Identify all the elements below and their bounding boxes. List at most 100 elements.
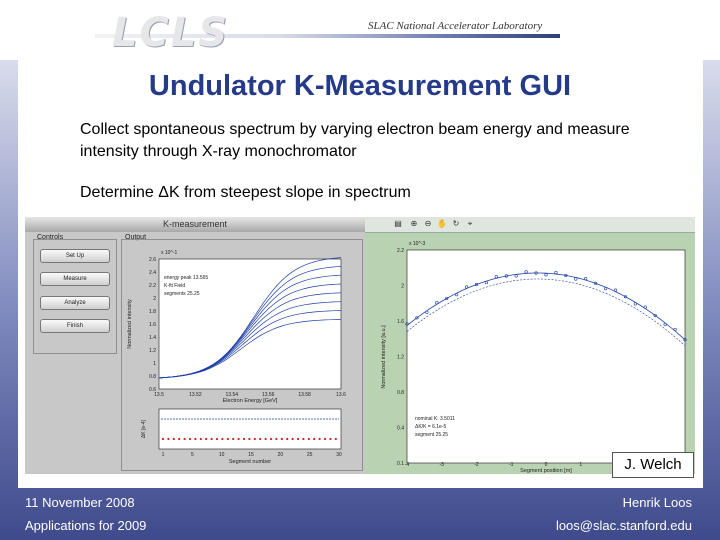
deltak-marker xyxy=(188,437,192,441)
fit-xlabel: Segment position [m] xyxy=(520,468,572,474)
deltak-marker xyxy=(280,437,283,441)
fit-xtick: -1 xyxy=(509,462,514,468)
deltak-xtick: 5 xyxy=(191,452,194,458)
zoom-out-icon[interactable]: ⊖ xyxy=(424,219,432,228)
analyze-button[interactable]: Analyze xyxy=(40,296,110,310)
footer-event: Applications for 2009 xyxy=(25,518,147,533)
deltak-marker xyxy=(221,437,224,441)
fit-xtick: -4 xyxy=(405,462,410,468)
spectrum-ytick: 2.4 xyxy=(149,270,156,276)
deltak-marker xyxy=(242,437,246,441)
logo-swoosh xyxy=(95,34,560,38)
window-title: K-measurement xyxy=(25,217,365,232)
measure-button[interactable]: Measure xyxy=(40,272,110,286)
fit-legend-1: ΔK/K = 6.1e-5 xyxy=(415,424,446,430)
spectrum-ytick: 0.6 xyxy=(149,387,156,393)
deltak-marker xyxy=(172,437,175,441)
deltak-marker xyxy=(194,437,197,441)
deltak-xlabel: Segment number xyxy=(229,459,271,465)
rotate-icon[interactable]: ↻ xyxy=(452,219,460,228)
deltak-marker xyxy=(237,437,240,441)
fit-data-point xyxy=(405,322,409,326)
fit-data-point xyxy=(544,273,548,277)
spectrum-ytick: 2.2 xyxy=(149,283,156,289)
deltak-marker xyxy=(296,437,300,441)
fit-data-point xyxy=(673,327,677,332)
fit-data-point xyxy=(603,287,608,291)
deltak-ylabel: ΔK [e-4] xyxy=(141,419,147,438)
footer-email: loos@slac.stanford.edu xyxy=(555,518,692,533)
print-icon[interactable]: ▤ xyxy=(394,219,402,228)
fit-data-point xyxy=(633,302,637,306)
deltak-marker xyxy=(248,437,251,441)
figure-toolbar: ▤ ⊕ ⊖ ✋ ↻ ⌖ xyxy=(365,217,695,233)
spectrum-legend-1: K-fit Field xyxy=(164,283,185,289)
deltak-marker xyxy=(199,437,202,441)
set-up-button[interactable]: Set Up xyxy=(40,249,110,263)
spectrum-xlabel: Electron Energy [GeV] xyxy=(223,398,278,404)
fit-data-point xyxy=(564,273,568,278)
fit-data-point xyxy=(613,288,618,292)
fit-data-point xyxy=(554,270,558,275)
fit-xtick: -2 xyxy=(474,462,479,468)
fit-ylabel: Normalized intensity [a.u.] xyxy=(381,325,387,389)
fit-ytick: 0.8 xyxy=(397,390,404,396)
fit-data-point xyxy=(663,322,667,327)
datacursor-icon[interactable]: ⌖ xyxy=(467,219,473,228)
spectrum-xtick: 13.58 xyxy=(298,392,311,398)
spectrum-ytick: 1.8 xyxy=(149,309,156,315)
fit-data-point xyxy=(584,276,588,281)
spectrum-ytick: 1.6 xyxy=(149,322,156,328)
fit-axes xyxy=(406,249,686,464)
fit-data-point xyxy=(683,338,687,342)
spectrum-plots: x 10^-1 0.60.811.21.41.61.822.22.42.6 13… xyxy=(127,250,346,465)
deltak-marker xyxy=(226,437,229,441)
spectrum-ytick: 1 xyxy=(153,361,156,367)
fit-legend-0: nominal K: 3.5011 xyxy=(415,416,455,422)
fit-xtick: 1 xyxy=(579,462,582,468)
spectrum-ytick: 0.8 xyxy=(149,374,156,380)
deltak-marker xyxy=(291,437,294,441)
deltak-marker xyxy=(264,437,267,441)
controls-label: Controls xyxy=(37,234,64,241)
fit-data-point xyxy=(425,310,429,314)
fit-data-point xyxy=(643,305,647,309)
spectrum-curve xyxy=(158,257,342,379)
deltak-marker xyxy=(253,437,256,441)
fit-curve-dashed xyxy=(406,278,686,346)
footer-author: Henrik Loos xyxy=(622,495,692,510)
spectrum-axes xyxy=(158,258,342,390)
deltak-marker xyxy=(205,437,208,441)
deltak-marker xyxy=(210,437,213,441)
fit-ytick: 0.1 xyxy=(397,461,404,467)
deltak-marker xyxy=(167,437,170,441)
deltak-xtick: 20 xyxy=(278,452,284,458)
spectrum-xtick: 13.6 xyxy=(336,392,346,398)
deltak-xtick: 1 xyxy=(162,452,165,458)
fit-data-point xyxy=(494,275,498,279)
zoom-in-icon[interactable]: ⊕ xyxy=(410,219,418,228)
spectrum-ylabel: Normalized intensity xyxy=(127,299,133,349)
deltak-xtick: 15 xyxy=(248,452,254,458)
deltak-marker xyxy=(232,437,235,441)
deltak-marker xyxy=(259,437,262,441)
deltak-xtick: 10 xyxy=(219,452,225,458)
fit-data-point xyxy=(464,285,469,289)
fit-data-point xyxy=(484,280,489,285)
fit-data-point xyxy=(534,271,538,275)
spectrum-ytick: 2 xyxy=(153,296,156,302)
finish-button[interactable]: Finish xyxy=(40,319,110,333)
fit-ytick: 1.2 xyxy=(397,355,404,361)
deltak-xtick: 25 xyxy=(307,452,313,458)
fit-data-point xyxy=(653,313,657,318)
deltak-marker xyxy=(302,437,305,441)
lcls-logo: LCLS xyxy=(112,10,230,56)
fit-data-point xyxy=(415,316,419,320)
deltak-marker xyxy=(161,437,165,441)
spectrum-ytick: 2.6 xyxy=(149,257,156,263)
fit-xtick: -3 xyxy=(440,462,445,468)
fit-ytick: 2.2 xyxy=(397,248,404,254)
fit-data-point xyxy=(574,277,578,281)
deltak-marker xyxy=(178,437,181,441)
pan-icon[interactable]: ✋ xyxy=(437,219,447,228)
